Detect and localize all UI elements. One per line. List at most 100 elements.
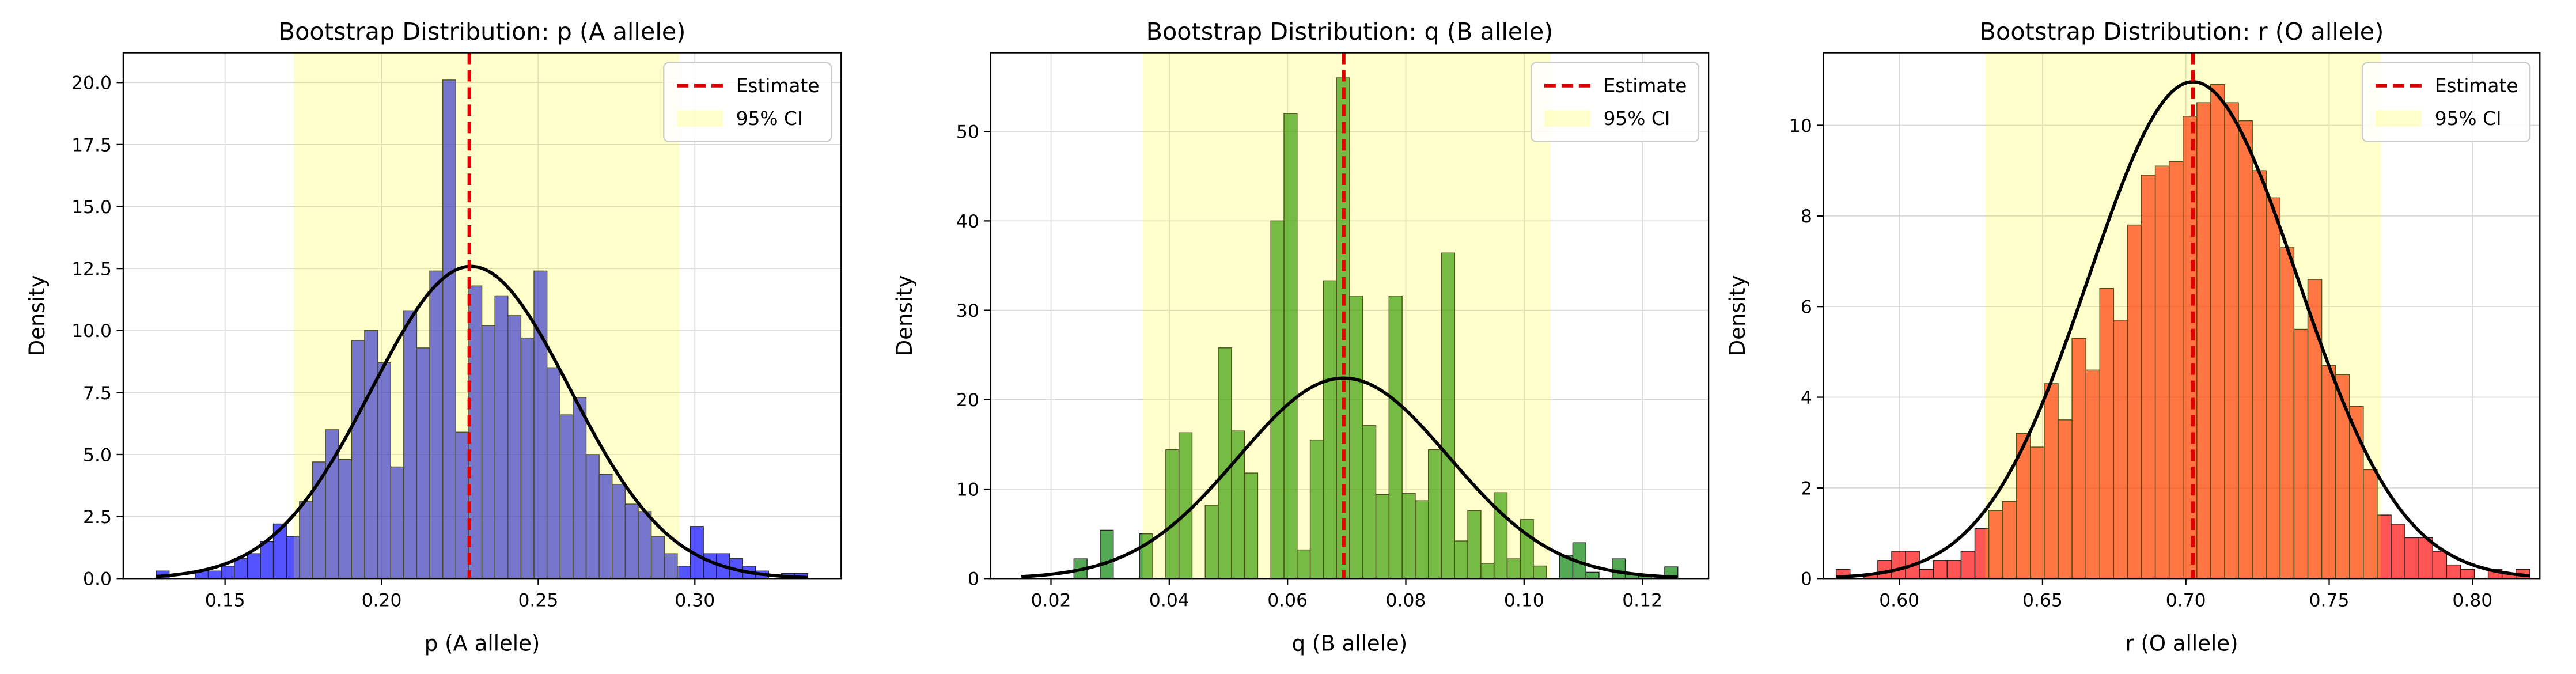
legend-swatch [677, 110, 723, 127]
bar [1960, 551, 1976, 579]
legend-swatch [2376, 110, 2422, 127]
legend-swatch [1544, 110, 1590, 127]
bar [1988, 510, 2003, 579]
bar [2446, 564, 2461, 579]
y-tick-label: 6 [1801, 297, 1812, 318]
ci-band [1142, 52, 1551, 579]
y-tick-label: 10.0 [71, 321, 112, 342]
legend-box [2362, 62, 2531, 142]
plot-frame [990, 52, 1710, 580]
bar [2266, 197, 2281, 579]
fit-curve [156, 264, 808, 579]
bar [247, 553, 261, 579]
bar [1100, 529, 1114, 579]
y-axis-label: Density [25, 275, 50, 356]
x-tick-label: 0.25 [518, 590, 558, 611]
bar [703, 553, 717, 579]
legend-label: 95% CI [736, 108, 803, 130]
bar [1612, 558, 1626, 579]
bar [1933, 560, 1948, 579]
bar [2030, 446, 2045, 579]
y-tick-label: 10 [1789, 116, 1812, 137]
x-tick-label: 0.08 [1386, 590, 1426, 611]
y-tick-label: 20.0 [71, 73, 112, 94]
legend-label: 95% CI [2435, 108, 2502, 130]
plot-frame [1823, 52, 2541, 580]
legend-label: 95% CI [1604, 108, 1670, 130]
y-tick-label: 7.5 [83, 383, 112, 404]
legend-box [663, 62, 832, 142]
y-tick-label: 4 [1801, 388, 1812, 408]
x-axis-label: p (A allele) [425, 631, 540, 656]
x-tick-label: 0.80 [2452, 590, 2492, 611]
y-tick-label: 20 [956, 390, 979, 411]
bar [207, 570, 222, 579]
bar [677, 566, 691, 579]
y-tick-label: 40 [956, 211, 979, 232]
bar [1946, 560, 1962, 579]
bar [2432, 551, 2448, 579]
bar [2224, 102, 2239, 579]
bar [2210, 84, 2225, 579]
x-tick-label: 0.04 [1149, 590, 1189, 611]
chart-title: Bootstrap Distribution: p (A allele) [279, 18, 686, 46]
bar [234, 558, 248, 579]
y-tick-label: 0.0 [83, 569, 112, 590]
y-axis-label: Density [892, 275, 917, 356]
x-tick-label: 0.60 [1879, 590, 1919, 611]
bar [1891, 551, 1906, 579]
bar [2044, 383, 2059, 579]
bar [2363, 469, 2378, 579]
fit-curve [1021, 376, 1678, 579]
panel: 0.15 0.20 0.25 0.30 0.0 2.5 5.0 7.5 10.0 12.5 15.0… [25, 18, 842, 656]
plot-frame [122, 52, 842, 580]
bar [2252, 170, 2267, 579]
x-axis-label: q (B allele) [1292, 631, 1408, 656]
y-tick-label: 2 [1801, 478, 1812, 499]
x-tick-label: 0.65 [2022, 590, 2063, 611]
y-tick-label: 8 [1801, 206, 1812, 227]
chart-title: Bootstrap Distribution: r (O allele) [1980, 18, 2384, 46]
y-tick-label: 15.0 [71, 197, 112, 218]
bar [1877, 560, 1892, 579]
y-tick-label: 5.0 [83, 445, 112, 465]
panel: 0.02 0.04 0.06 0.08 0.10 0.12 0 10 20 30 40 50 Boots… [892, 18, 1710, 656]
bar [2377, 514, 2392, 579]
bar [2058, 419, 2073, 579]
bar [2002, 501, 2017, 579]
bar [1919, 569, 1934, 579]
x-tick-label: 0.70 [2166, 590, 2206, 611]
x-tick-label: 0.75 [2309, 590, 2350, 611]
bar [2418, 537, 2433, 579]
bar [260, 540, 274, 579]
y-tick-label: 10 [956, 479, 979, 500]
panel: 0.60 0.65 0.70 0.75 0.80 0 2 4 6 8 10 Bootstrap Dis… [1725, 18, 2541, 656]
legend-box [1530, 62, 1700, 142]
y-tick-label: 30 [956, 301, 979, 321]
bar [2127, 224, 2142, 579]
bar [2113, 320, 2128, 579]
y-tick-label: 2.5 [83, 507, 112, 528]
legend-label: Estimate [2435, 75, 2518, 97]
x-tick-label: 0.12 [1622, 590, 1662, 611]
ci-band [1985, 52, 2381, 579]
bar [2141, 175, 2156, 579]
bar [2404, 537, 2419, 579]
y-tick-label: 12.5 [71, 259, 112, 280]
bar [2391, 524, 2405, 579]
x-tick-label: 0.30 [675, 590, 715, 611]
x-tick-label: 0.20 [362, 590, 402, 611]
fit-curve [1836, 80, 2530, 579]
y-tick-label: 50 [956, 122, 979, 143]
chart-title: Bootstrap Distribution: q (B allele) [1146, 18, 1554, 46]
bar [1585, 571, 1600, 579]
y-tick-label: 0 [968, 569, 979, 590]
x-tick-label: 0.06 [1267, 590, 1308, 611]
x-tick-label: 0.15 [205, 590, 245, 611]
y-tick-label: 17.5 [71, 135, 112, 156]
x-axis-label: r (O allele) [2125, 631, 2238, 656]
y-axis-label: Density [1725, 275, 1750, 356]
bar [2460, 569, 2475, 579]
legend-label: Estimate [736, 75, 820, 97]
